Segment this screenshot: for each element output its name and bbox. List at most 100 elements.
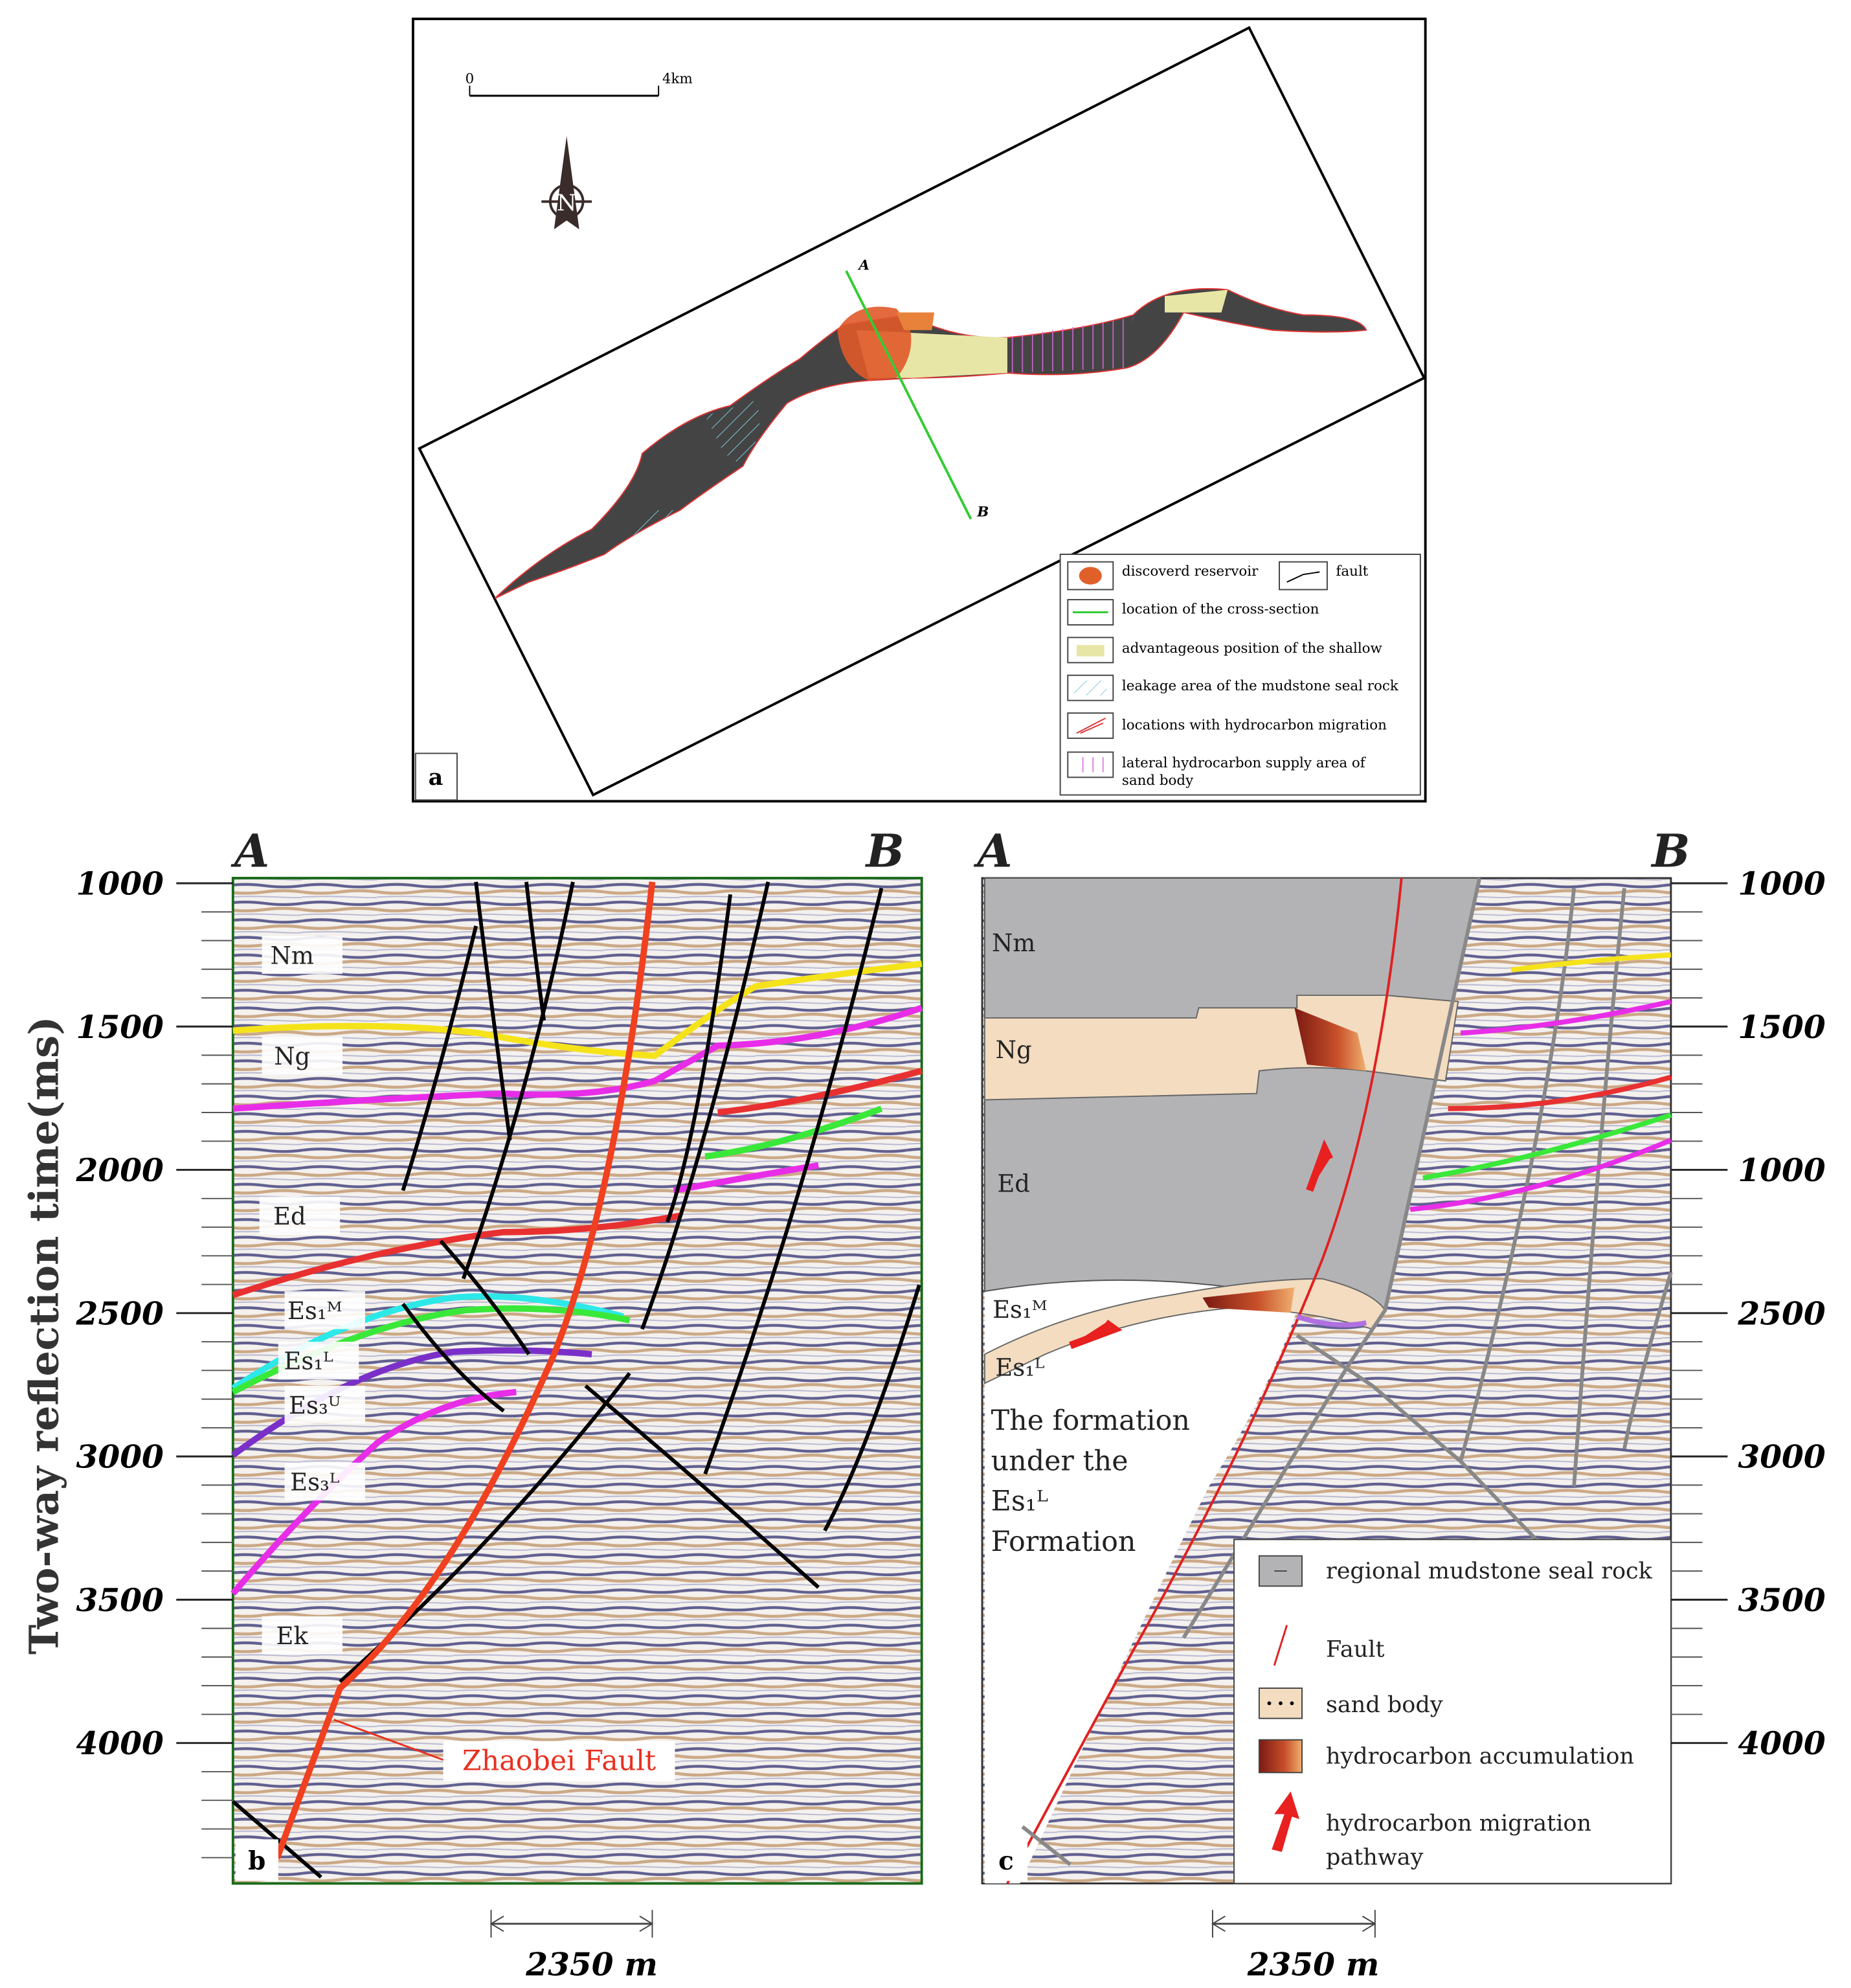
y-tick-label: 3500 [1738, 1582, 1825, 1619]
sand-ng [983, 994, 1459, 1101]
panel-label-box [984, 1839, 1028, 1881]
legend-text: advantageous position of the shallow [1122, 640, 1383, 657]
scale-bar-c: 2350 m [1211, 1910, 1380, 1983]
accumulation [1202, 1287, 1295, 1313]
north-label: N [557, 190, 577, 216]
legend-text: regional mudstone seal rock [1326, 1559, 1653, 1585]
y-tick-label: 3000 [1738, 1439, 1825, 1476]
formation-label: Es₃ᵁ [289, 1392, 341, 1419]
y-tick-label: 3500 [76, 1582, 164, 1619]
legend-text: fault [1336, 563, 1369, 580]
label-bg [259, 1197, 341, 1235]
formation-label: Ed [273, 1203, 306, 1230]
note-line: Es₁ᴸ [991, 1485, 1048, 1518]
formation-labels: Nm Ng Ed Es₁ᴹ Es₁ᴸ [992, 929, 1048, 1382]
legend-frame [1059, 554, 1421, 796]
section-label: B [976, 504, 989, 521]
section-label: A [857, 257, 869, 273]
formation-label: Nm [271, 942, 314, 969]
legend-text: location of the cross-section [1122, 601, 1319, 617]
legend-text: hydrocarbon accumulation [1326, 1744, 1634, 1770]
map-boundary [418, 26, 1426, 797]
panel-label-box [414, 752, 458, 801]
fault-label: Zhaobei Fault [462, 1745, 656, 1777]
fault-leader [333, 1719, 447, 1763]
y-axis-title: Two-way reflection time(ms) [20, 1016, 67, 1655]
y-axis-right: 1000 1500 1000 2500 3000 3500 4000 [1670, 865, 1826, 1762]
accumulation [1294, 1008, 1367, 1071]
y-tick-label: 1000 [1738, 1152, 1825, 1189]
legend-text: hydrocarbon migration [1326, 1811, 1591, 1836]
scale-start: 0 [466, 71, 475, 87]
formation-label: Ek [276, 1622, 309, 1650]
legend-text: sand body [1122, 773, 1194, 789]
label-bg [284, 1291, 366, 1329]
formation-label: Ed [997, 1169, 1030, 1197]
y-tick-label: 1500 [76, 1009, 164, 1046]
legend-text: leakage area of the mudstone seal rock [1122, 678, 1399, 694]
note-line: The formation [991, 1405, 1190, 1437]
note: The formation under the Es₁ᴸ Formation [991, 1405, 1190, 1558]
formation-label: Ng [274, 1043, 310, 1070]
formation-label: Es₁ᴸ [284, 1348, 333, 1375]
cross-section-line [845, 270, 972, 520]
label-bg [284, 1386, 366, 1424]
scale-label: 2350 m [525, 1947, 658, 1983]
formation-label: Es₁ᴹ [993, 1296, 1048, 1324]
formation-label: Es₁ᴹ [287, 1297, 342, 1325]
y-tick-label: 4000 [76, 1725, 164, 1762]
basin-body [494, 288, 1367, 599]
y-axis-left: 1000 1500 2000 2500 3000 3500 4000 [76, 865, 233, 1858]
formation-label: Ng [996, 1036, 1032, 1064]
legend-text: discoverd reservoir [1122, 563, 1259, 580]
formation-label: Es₁ᴸ [995, 1353, 1044, 1381]
horizons [1296, 952, 1672, 1327]
legend-text: pathway [1326, 1844, 1424, 1870]
panel-label: b [248, 1846, 265, 1876]
y-tick-label: 1500 [1738, 1009, 1825, 1046]
y-tick-label: 2500 [1737, 1295, 1825, 1332]
label-bg [262, 1037, 343, 1075]
legend-c: regional mudstone seal rock Fault sand b… [1233, 1539, 1672, 1884]
y-tick-label: 1000 [76, 865, 164, 902]
panel-label: a [429, 764, 443, 791]
y-tick-label: 3000 [76, 1439, 164, 1476]
panel-label-box [235, 1839, 278, 1881]
formation-label: Nm [992, 929, 1035, 957]
section-end: A [230, 824, 269, 877]
scale-label: 2350 m [1247, 1947, 1380, 1983]
label-bg [278, 1341, 359, 1380]
scale-end: 4km [662, 71, 693, 87]
legend-text: lateral hydrocarbon supply area of [1122, 755, 1367, 771]
migration-arrow [1306, 1139, 1334, 1192]
section-end: A [973, 824, 1012, 877]
y-tick-label: 2000 [76, 1152, 164, 1189]
legend-text: sand body [1326, 1692, 1443, 1718]
note-line: under the [991, 1445, 1128, 1477]
section-end: B [1650, 824, 1690, 877]
migration-arrow [1069, 1320, 1123, 1350]
y-tick-label: 2500 [76, 1295, 164, 1332]
legend-text: Fault [1326, 1636, 1385, 1662]
zhaobei-fault [274, 881, 656, 1860]
legend-text: locations with hydrocarbon migration [1122, 717, 1387, 733]
legend-a: discoverd reservoir fault location of th… [1059, 554, 1421, 796]
formation-labels: Nm Ng Ed Es₁ᴹ Es₁ᴸ Es₃ᵁ Es₃ᴸ Ek [259, 936, 366, 1655]
y-tick-label: 1000 [1738, 865, 1825, 902]
blank-area [984, 878, 1310, 1884]
scale-bar-b: 2350 m [489, 1910, 658, 1983]
note-line: Formation [991, 1526, 1136, 1558]
label-bg [443, 1741, 675, 1781]
fault-line [1006, 877, 1403, 1884]
label-bg [262, 1616, 343, 1655]
label-bg [284, 1462, 366, 1501]
formation-label: Es₃ᴸ [290, 1469, 339, 1497]
panel-label: c [998, 1846, 1014, 1876]
label-bg [262, 936, 343, 974]
section-end: B [865, 824, 904, 877]
north-arrow: N [541, 136, 592, 230]
legend-frame [1233, 1539, 1672, 1884]
y-tick-label: 4000 [1738, 1725, 1825, 1762]
